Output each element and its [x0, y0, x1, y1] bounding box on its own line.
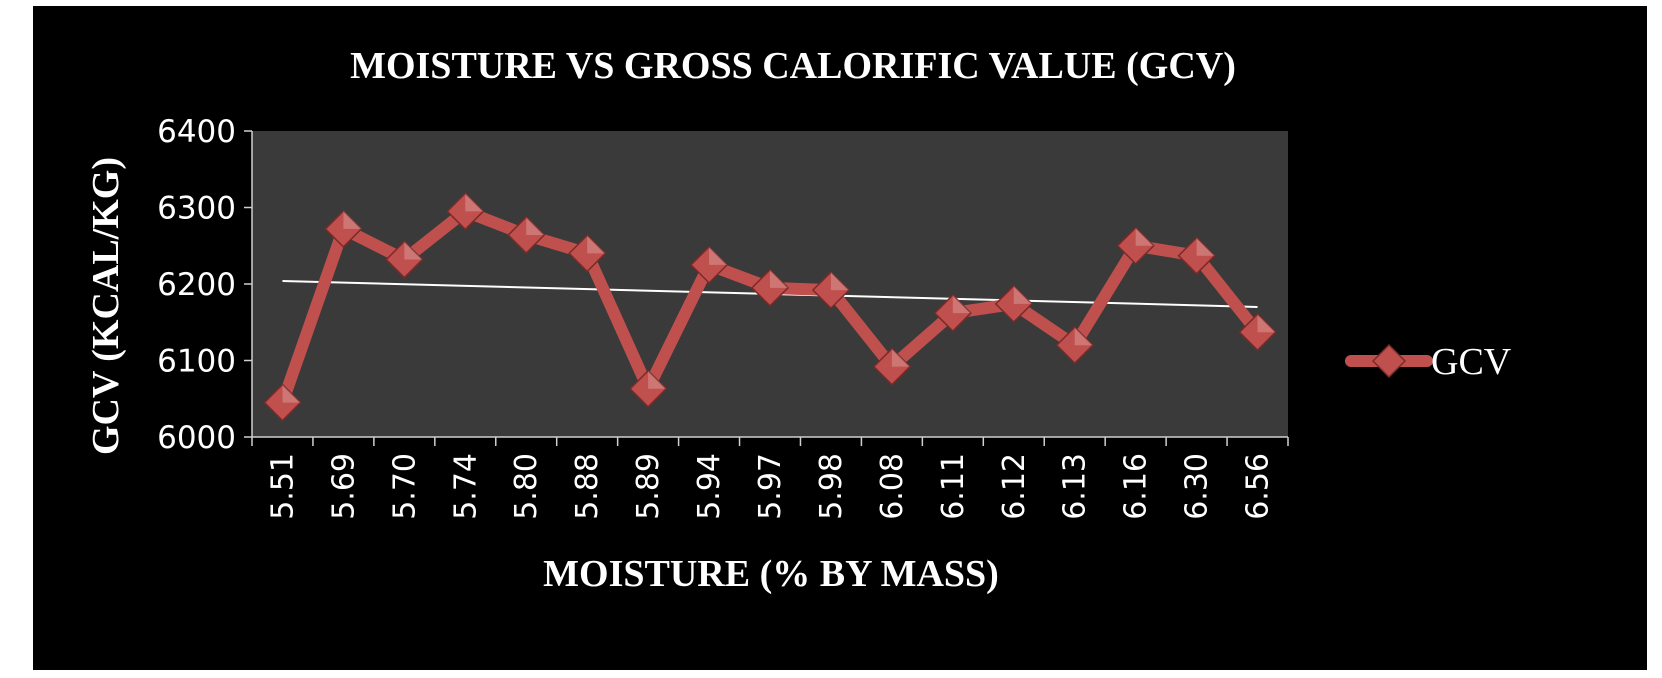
data-point-highlight	[343, 210, 362, 229]
data-point-highlight	[709, 246, 728, 265]
chart-title: MOISTURE VS GROSS CALORIFIC VALUE (GCV)	[350, 45, 1236, 87]
x-tick-label: 5.80	[509, 453, 544, 520]
y-axis-title: GCV (KCAL/KG)	[85, 157, 127, 455]
data-point-highlight	[1196, 237, 1215, 256]
data-point	[385, 240, 424, 279]
data-point-highlight	[830, 272, 849, 291]
x-tick-label: 6.08	[875, 453, 910, 520]
x-axis-ticks: 5.51 5.69 5.70 5.74 5.80 5.88 5.89 5.94 5.97 5.98…	[251, 437, 1289, 520]
y-tick-label: 6100	[157, 344, 236, 380]
chart-frame: MOISTURE VS GROSS CALORIFIC VALUE (GCV) …	[33, 6, 1647, 670]
data-point-highlight	[952, 295, 971, 314]
x-tick-label: 6.56	[1241, 453, 1276, 520]
data-point	[872, 347, 911, 386]
data-point	[446, 192, 485, 231]
x-tick-label: 5.70	[387, 453, 422, 520]
data-point	[811, 271, 851, 310]
x-tick-label: 5.74	[448, 453, 483, 520]
data-point	[324, 209, 363, 248]
data-point	[1116, 226, 1155, 265]
x-tick-label: 5.89	[631, 453, 666, 520]
data-point	[568, 234, 607, 273]
x-tick-label: 5.69	[326, 453, 361, 520]
data-point	[1055, 326, 1094, 365]
data-point	[629, 369, 668, 408]
x-tick-label: 6.16	[1119, 453, 1154, 520]
x-tick-label: 5.97	[753, 453, 788, 520]
legend: GCV	[1345, 341, 1512, 383]
data-point-highlight	[891, 348, 910, 367]
x-tick-label: 5.51	[265, 453, 300, 520]
y-axis-ticks: 6000 6100 6200 6300 6400	[157, 114, 252, 456]
data-point-highlight	[282, 384, 301, 403]
data-point	[507, 215, 546, 255]
data-point-highlight	[587, 235, 606, 254]
series-layer	[263, 192, 1277, 422]
legend-marker	[1371, 343, 1407, 379]
data-point	[933, 294, 972, 333]
x-tick-label: 5.94	[692, 453, 727, 520]
x-tick-label: 6.11	[936, 453, 971, 520]
data-point-highlight	[770, 269, 788, 288]
data-point	[263, 383, 302, 422]
data-point-highlight	[1074, 327, 1093, 346]
x-tick-label: 5.98	[814, 453, 849, 520]
data-point	[994, 284, 1033, 323]
data-point-highlight	[648, 370, 667, 389]
data-point-highlight	[526, 217, 545, 236]
x-axis-title: MOISTURE (% BY MASS)	[543, 553, 999, 595]
gcv-chart: MOISTURE VS GROSS CALORIFIC VALUE (GCV) …	[85, 45, 1512, 595]
data-point	[1177, 236, 1216, 275]
y-tick-label: 6000	[157, 420, 236, 456]
x-tick-label: 5.88	[570, 453, 605, 520]
y-tick-label: 6200	[157, 267, 236, 303]
data-point-highlight	[1257, 314, 1276, 333]
data-point-highlight	[404, 241, 423, 260]
x-tick-label: 6.12	[997, 453, 1032, 520]
legend-label: GCV	[1431, 341, 1512, 383]
data-point	[750, 268, 790, 307]
x-tick-label: 6.13	[1058, 453, 1093, 520]
y-tick-label: 6300	[157, 191, 236, 227]
data-point-highlight	[1013, 285, 1032, 304]
x-tick-label: 6.30	[1180, 453, 1215, 520]
data-point-highlight	[1135, 227, 1154, 246]
data-point	[689, 245, 729, 284]
data-point-highlight	[465, 193, 484, 212]
data-point	[1238, 313, 1277, 352]
y-tick-label: 6400	[157, 114, 236, 150]
